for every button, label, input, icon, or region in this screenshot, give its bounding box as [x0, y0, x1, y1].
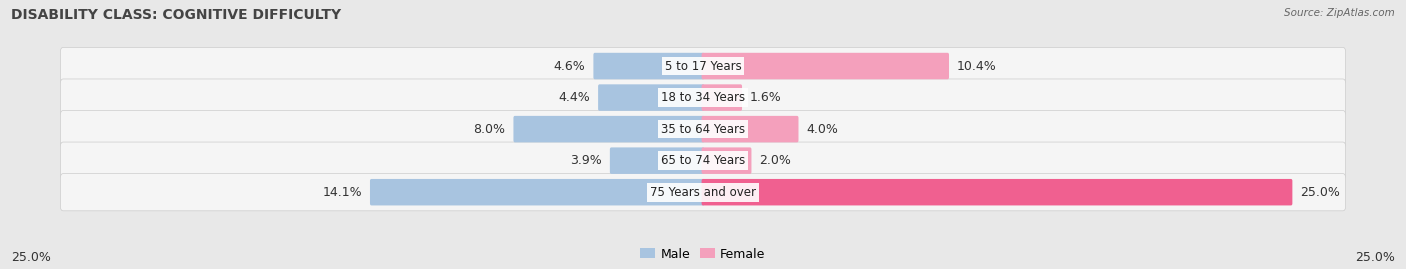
- FancyBboxPatch shape: [513, 116, 704, 142]
- Text: 35 to 64 Years: 35 to 64 Years: [661, 123, 745, 136]
- Text: 3.9%: 3.9%: [569, 154, 602, 167]
- Text: 25.0%: 25.0%: [11, 251, 51, 264]
- Text: 5 to 17 Years: 5 to 17 Years: [665, 59, 741, 73]
- FancyBboxPatch shape: [370, 179, 704, 206]
- Text: 25.0%: 25.0%: [1355, 251, 1395, 264]
- FancyBboxPatch shape: [598, 84, 704, 111]
- Text: 18 to 34 Years: 18 to 34 Years: [661, 91, 745, 104]
- Text: 14.1%: 14.1%: [322, 186, 361, 199]
- FancyBboxPatch shape: [60, 47, 1346, 85]
- FancyBboxPatch shape: [60, 142, 1346, 179]
- Text: 25.0%: 25.0%: [1301, 186, 1340, 199]
- FancyBboxPatch shape: [702, 84, 742, 111]
- Text: 65 to 74 Years: 65 to 74 Years: [661, 154, 745, 167]
- FancyBboxPatch shape: [610, 147, 704, 174]
- FancyBboxPatch shape: [60, 79, 1346, 116]
- Text: 75 Years and over: 75 Years and over: [650, 186, 756, 199]
- FancyBboxPatch shape: [702, 116, 799, 142]
- Text: 2.0%: 2.0%: [759, 154, 792, 167]
- FancyBboxPatch shape: [702, 53, 949, 79]
- Text: 10.4%: 10.4%: [957, 59, 997, 73]
- Text: 4.0%: 4.0%: [807, 123, 838, 136]
- FancyBboxPatch shape: [702, 179, 1292, 206]
- Text: 8.0%: 8.0%: [474, 123, 505, 136]
- Text: 4.6%: 4.6%: [554, 59, 585, 73]
- Legend: Male, Female: Male, Female: [636, 243, 770, 266]
- Text: 1.6%: 1.6%: [749, 91, 782, 104]
- FancyBboxPatch shape: [702, 147, 751, 174]
- Text: 4.4%: 4.4%: [558, 91, 591, 104]
- FancyBboxPatch shape: [593, 53, 704, 79]
- Text: DISABILITY CLASS: COGNITIVE DIFFICULTY: DISABILITY CLASS: COGNITIVE DIFFICULTY: [11, 8, 342, 22]
- Text: Source: ZipAtlas.com: Source: ZipAtlas.com: [1284, 8, 1395, 18]
- FancyBboxPatch shape: [60, 111, 1346, 148]
- FancyBboxPatch shape: [60, 174, 1346, 211]
